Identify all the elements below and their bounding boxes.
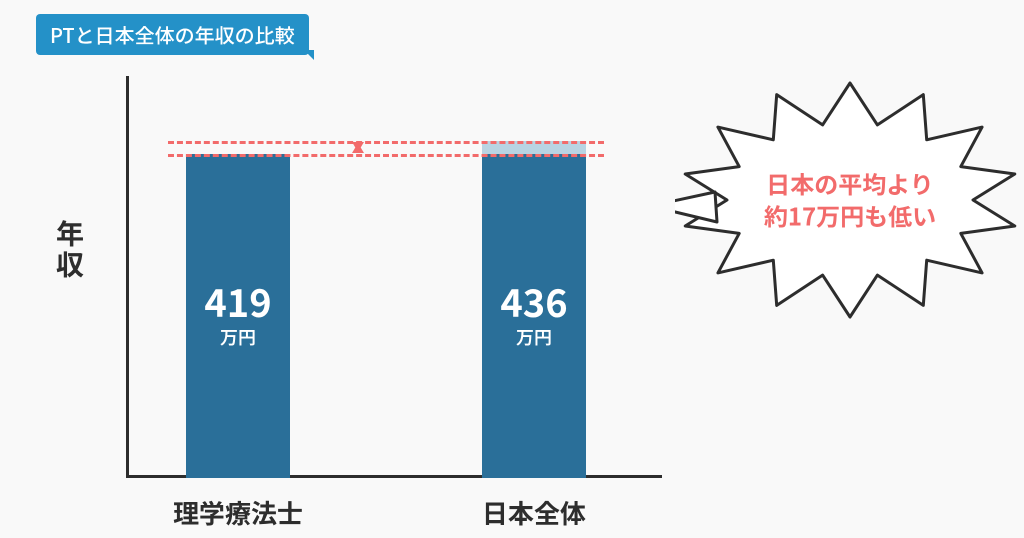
callout-burst: 日本の平均より約17万円も低い (675, 75, 1024, 325)
bar-jp: 436 万円 (482, 154, 586, 478)
bar-pt-unit: 万円 (220, 324, 256, 350)
chart-title-tag: PTと日本全体の年収の比較 (36, 14, 309, 55)
chart-title-text: PTと日本全体の年収の比較 (50, 20, 295, 49)
ref-line-pt (168, 154, 604, 157)
x-tick-jp: 日本全体 (482, 494, 586, 531)
plot-area: 419 万円 436 万円 (126, 76, 662, 478)
y-axis-label: 年収 (56, 218, 84, 280)
y-axis (126, 76, 129, 478)
bar-pt-value: 419 (204, 282, 271, 320)
callout-line2: 約17万円も低い (764, 200, 936, 232)
bar-jp-unit: 万円 (516, 324, 552, 350)
gap-arrow (356, 144, 358, 151)
bar-jp-value: 436 (500, 282, 567, 320)
x-tick-pt: 理学療法士 (173, 494, 303, 531)
callout-line1: 日本の平均より (764, 168, 936, 200)
bar-pt: 419 万円 (186, 154, 290, 478)
callout-text: 日本の平均より約17万円も低い (764, 168, 936, 233)
ref-line-jp (168, 141, 604, 144)
